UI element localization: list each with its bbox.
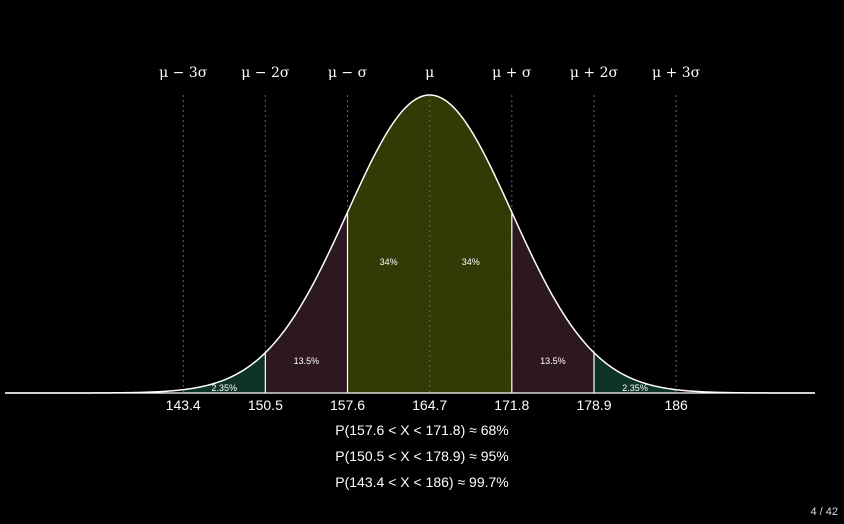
percent-label-1: 2.35% [212,383,238,393]
sigma-label-6: μ + 2σ [570,65,619,81]
probability-2sigma: P(150.5 < X < 178.9) ≈ 95% [335,448,509,464]
sigma-label-1: μ − 3σ [159,65,208,81]
probability-1sigma: P(157.6 < X < 171.8) ≈ 68% [335,422,509,438]
tick-label-4: 164.7 [412,397,447,413]
sigma-label-3: μ − σ [328,65,368,81]
tick-label-3: 157.6 [330,397,365,413]
tick-label-2: 150.5 [248,397,283,413]
percent-label-6: 2.35% [622,383,648,393]
tick-label-1: 143.4 [166,397,201,413]
percent-label-3: 34% [380,257,398,267]
page-indicator: 4 / 42 [810,506,838,518]
normal-distribution-chart: μ − 3σ μ − 2σ μ − σ μ μ + σ μ + 2σ μ + 3σ 143.4… [5,65,816,413]
sigma-label-7: μ + 3σ [652,65,701,81]
percent-label-4: 34% [462,257,480,267]
sigma-label-5: μ + σ [492,65,532,81]
tick-label-5: 171.8 [494,397,529,413]
tick-label-7: 186 [664,397,688,413]
tick-label-6: 178.9 [576,397,611,413]
region-fill-1 [183,352,266,393]
percent-label-2: 13.5% [294,356,320,366]
region-fill-4 [429,95,512,393]
probability-3sigma: P(143.4 < X < 186) ≈ 99.7% [335,474,509,490]
region-fill-3 [347,95,430,393]
percent-label-5: 13.5% [540,356,566,366]
sigma-label-2: μ − 2σ [241,65,290,81]
sigma-label-4: μ [425,65,434,81]
region-fill-6 [593,352,677,393]
